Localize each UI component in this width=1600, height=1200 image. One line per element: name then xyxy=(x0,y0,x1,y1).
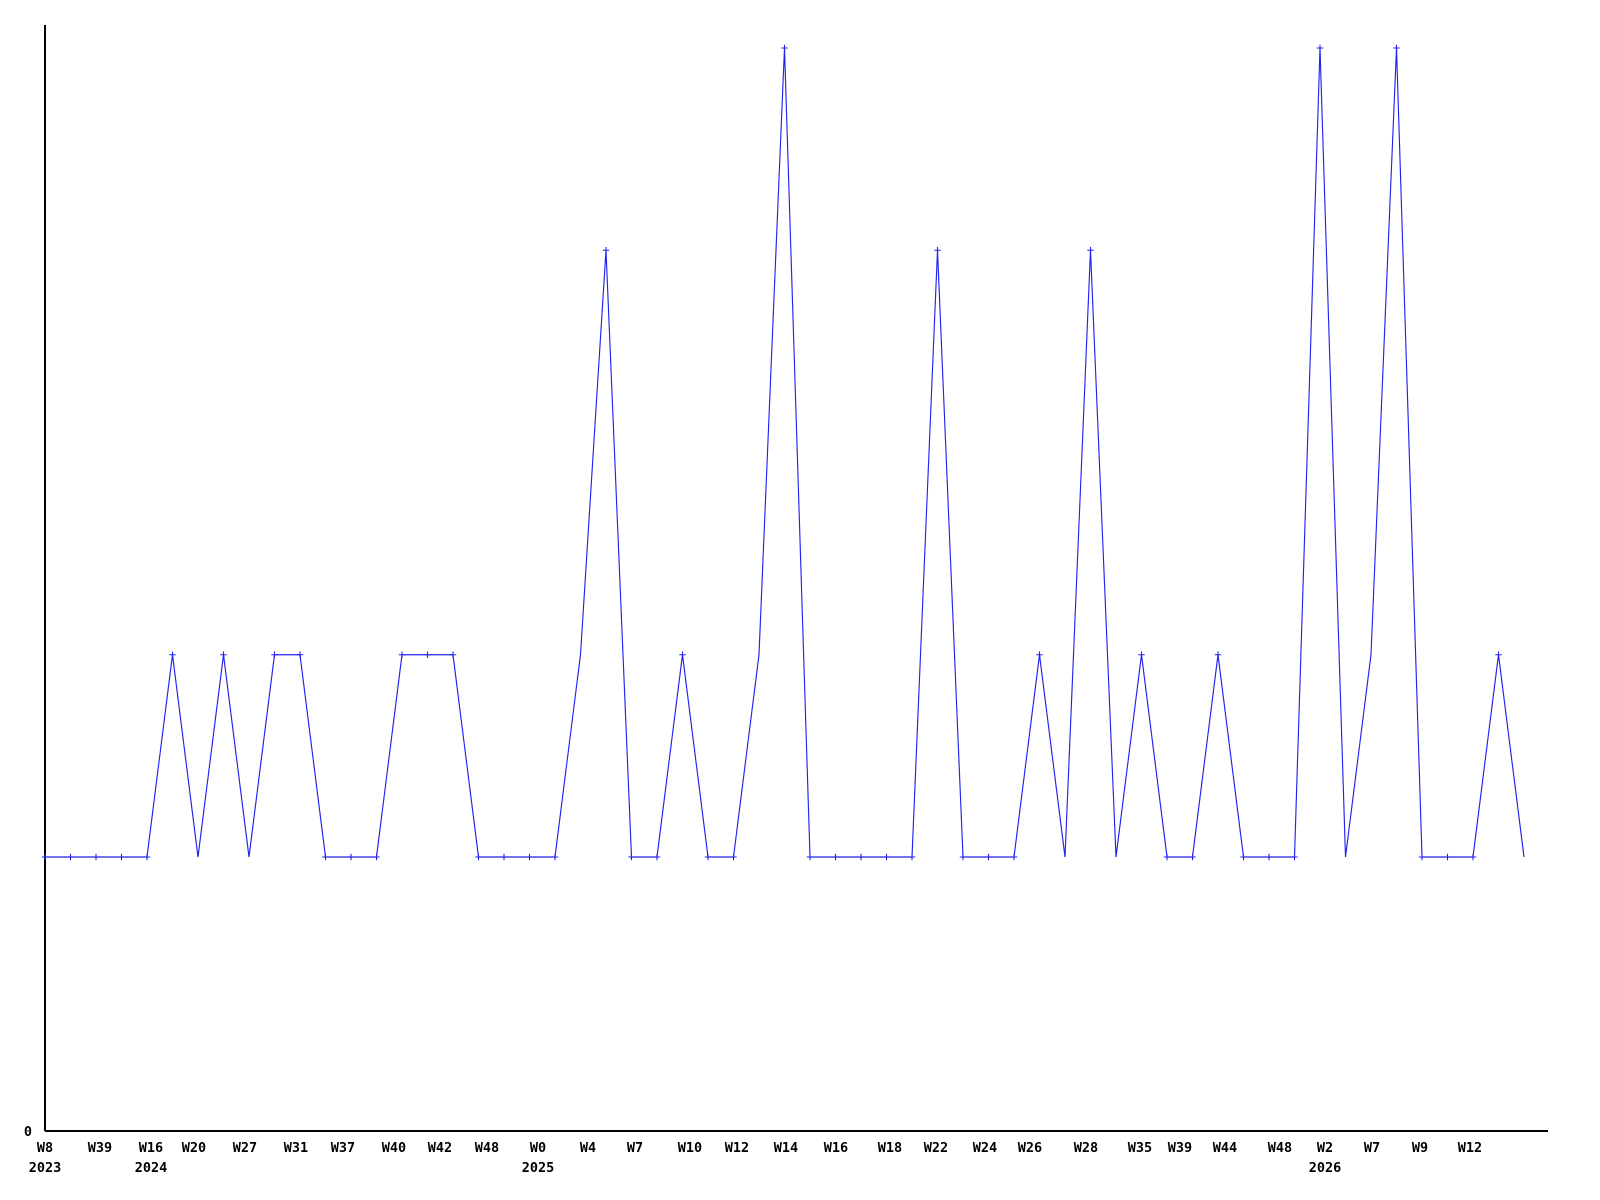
data-point-marker xyxy=(1214,651,1222,658)
data-point-marker xyxy=(1189,853,1196,861)
x-tick-label: W42 xyxy=(428,1140,452,1156)
data-point-marker xyxy=(424,651,431,658)
x-year-label: 2023 xyxy=(29,1160,62,1176)
data-point-marker xyxy=(271,651,278,658)
x-tick-label: W39 xyxy=(1168,1140,1192,1156)
x-tick-label: W24 xyxy=(973,1140,997,1156)
data-point-marker xyxy=(1087,247,1094,254)
x-tick-label: W22 xyxy=(924,1140,948,1156)
data-point-marker xyxy=(959,853,967,861)
x-tick-label: W2 xyxy=(1317,1140,1333,1156)
x-tick-label: W10 xyxy=(678,1140,702,1156)
data-point-marker xyxy=(347,853,355,861)
x-tick-label: W20 xyxy=(182,1140,206,1156)
data-point-marker xyxy=(704,853,712,861)
x-tick-label: W14 xyxy=(774,1140,798,1156)
data-point-marker xyxy=(1444,853,1451,861)
data-point-marker xyxy=(41,853,49,861)
data-point-marker xyxy=(92,853,100,861)
x-tick-label: W48 xyxy=(475,1140,499,1156)
data-point-marker xyxy=(1469,853,1477,861)
data-point-marker xyxy=(449,651,457,658)
data-point-marker xyxy=(985,853,992,861)
data-point-marker xyxy=(551,853,559,861)
y-axis-tick-labels: 0 xyxy=(24,1124,32,1140)
data-point-marker xyxy=(806,853,814,861)
x-axis-tick-labels: W8 W39 W16 W20 W27 W31 W37 W40 W42 W48 W0 W4 W7 W10 W1… xyxy=(37,1140,1482,1156)
series-line xyxy=(45,47,1525,858)
data-point-marker xyxy=(832,853,839,861)
data-markers xyxy=(41,44,1502,861)
data-point-marker xyxy=(1291,853,1298,861)
data-point-marker xyxy=(296,651,304,658)
data-point-marker xyxy=(1138,651,1145,658)
x-year-label: 2024 xyxy=(135,1160,168,1176)
x-tick-label: W40 xyxy=(382,1140,406,1156)
data-point-marker xyxy=(475,853,482,861)
x-year-label: 2025 xyxy=(522,1160,555,1176)
x-tick-label: W7 xyxy=(1364,1140,1380,1156)
x-tick-label: W31 xyxy=(284,1140,308,1156)
data-point-marker xyxy=(1418,853,1426,861)
data-point-marker xyxy=(373,853,380,861)
data-point-marker xyxy=(1010,853,1018,861)
data-series xyxy=(45,47,1525,858)
y-tick-label: 0 xyxy=(24,1124,32,1140)
x-tick-label: W0 xyxy=(530,1140,546,1156)
x-tick-label: W39 xyxy=(88,1140,112,1156)
data-point-marker xyxy=(781,44,788,52)
data-point-marker xyxy=(398,651,406,658)
x-tick-label: W12 xyxy=(725,1140,749,1156)
data-point-marker xyxy=(653,853,661,861)
x-year-label: 2026 xyxy=(1309,1160,1342,1176)
data-point-marker xyxy=(143,853,151,861)
data-point-marker xyxy=(679,651,686,658)
data-point-marker xyxy=(322,853,329,861)
x-tick-label: W12 xyxy=(1458,1140,1482,1156)
data-point-marker xyxy=(1163,853,1171,861)
data-point-marker xyxy=(526,853,533,861)
data-point-marker xyxy=(220,651,227,658)
x-tick-label: W26 xyxy=(1018,1140,1042,1156)
x-tick-label: W37 xyxy=(331,1140,355,1156)
x-tick-label: W4 xyxy=(580,1140,596,1156)
x-tick-label: W9 xyxy=(1412,1140,1428,1156)
x-tick-label: W35 xyxy=(1128,1140,1152,1156)
data-point-marker xyxy=(934,247,941,254)
data-point-marker xyxy=(500,853,508,861)
data-point-marker xyxy=(1240,853,1247,861)
data-point-marker xyxy=(908,853,916,861)
x-axis-year-labels: 2023 2024 2025 2026 xyxy=(29,1160,1342,1176)
data-point-marker xyxy=(857,853,865,861)
x-tick-label: W8 xyxy=(37,1140,53,1156)
data-point-marker xyxy=(1393,44,1400,52)
x-tick-label: W18 xyxy=(878,1140,902,1156)
x-tick-label: W44 xyxy=(1213,1140,1237,1156)
data-point-marker xyxy=(628,853,635,861)
data-point-marker xyxy=(1495,651,1502,658)
data-point-marker xyxy=(883,853,890,861)
data-point-marker xyxy=(1316,44,1324,52)
x-tick-label: W7 xyxy=(627,1140,643,1156)
data-point-marker xyxy=(67,853,74,861)
data-point-marker xyxy=(730,853,737,861)
data-point-marker xyxy=(169,651,176,658)
x-tick-label: W27 xyxy=(233,1140,257,1156)
data-point-marker xyxy=(1036,651,1043,658)
data-point-marker xyxy=(118,853,125,861)
x-tick-label: W16 xyxy=(824,1140,848,1156)
data-point-marker xyxy=(602,247,610,254)
x-tick-label: W28 xyxy=(1074,1140,1098,1156)
data-point-marker xyxy=(1265,853,1273,861)
x-tick-label: W16 xyxy=(139,1140,163,1156)
axes xyxy=(44,25,1548,1132)
x-tick-label: W48 xyxy=(1268,1140,1292,1156)
